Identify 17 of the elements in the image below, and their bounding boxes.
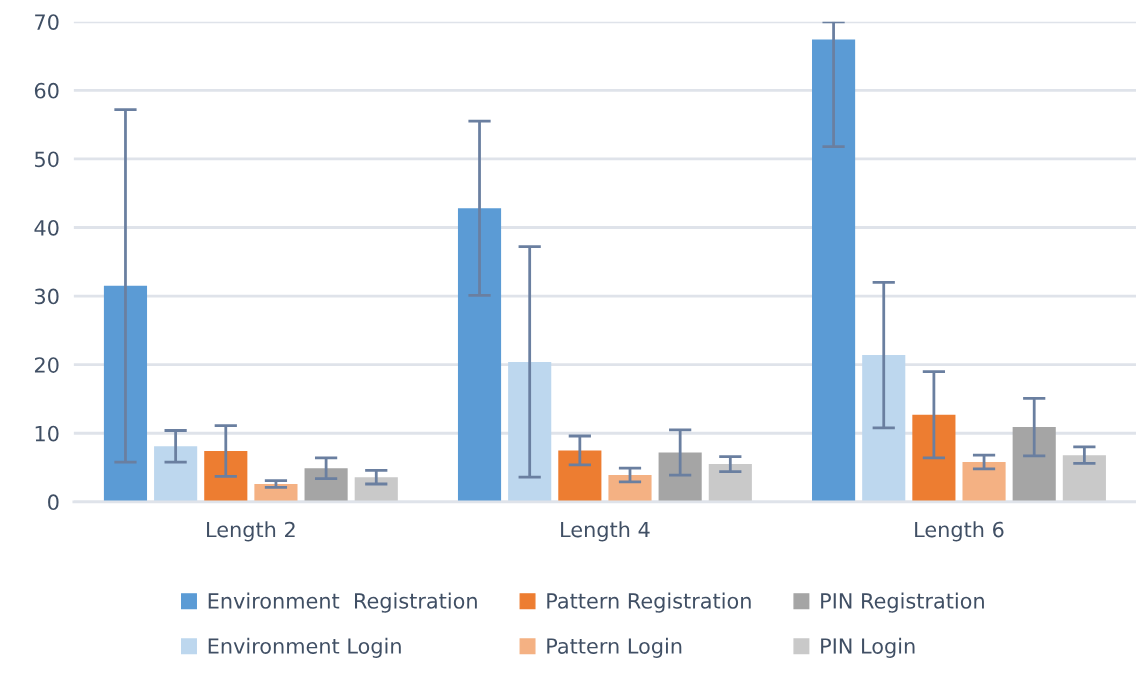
y-tick-label: 10 (35, 425, 59, 442)
legend-label: Pattern Login (547, 637, 682, 658)
y-tick-label: 30 (35, 288, 59, 305)
x-tick-label: Length 6 (915, 521, 1004, 542)
y-tick-label: 0 (48, 494, 59, 511)
legend-label: Environment Login (208, 637, 401, 658)
x-tick-label: Length 2 (207, 521, 295, 542)
legend-label: Pattern Registration (547, 592, 751, 613)
y-tick-label: 40 (34, 219, 59, 236)
legend-label: PIN Login (821, 637, 915, 658)
x-tick-label: Length 4 (561, 521, 650, 542)
legend-label: Environment Registration (208, 592, 477, 613)
legend-label: PIN Registration (821, 592, 984, 613)
y-tick-label: 20 (34, 357, 59, 373)
y-tick-label: 50 (35, 151, 59, 168)
y-tick-label: 60 (34, 82, 59, 99)
y-tick-label: 70 (35, 14, 59, 30)
